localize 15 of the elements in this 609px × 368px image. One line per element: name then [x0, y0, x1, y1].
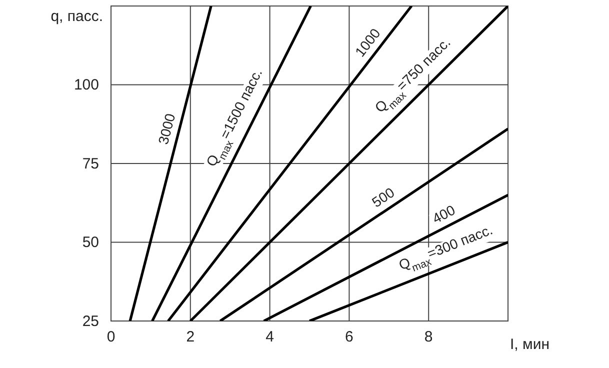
x-tick-label: 8 [424, 328, 433, 346]
x-tick-label: 2 [186, 328, 195, 346]
y-tick-label: 50 [82, 234, 99, 252]
y-tick-label: 100 [74, 76, 99, 94]
y-axis-title: q, пасс. [50, 8, 103, 25]
y-tick-label: 25 [82, 312, 99, 330]
x-axis-title: I, мин [510, 336, 550, 353]
x-tick-label: 4 [266, 328, 274, 346]
x-tick-label: 0 [106, 328, 116, 346]
text: 3000 [154, 112, 178, 146]
x-tick-label: 6 [345, 328, 354, 346]
text: 500 [368, 184, 398, 210]
y-tick-label: 75 [82, 155, 99, 172]
text: Q$_{max}$=300 пасс. [396, 221, 495, 274]
text: 400 [430, 202, 458, 227]
